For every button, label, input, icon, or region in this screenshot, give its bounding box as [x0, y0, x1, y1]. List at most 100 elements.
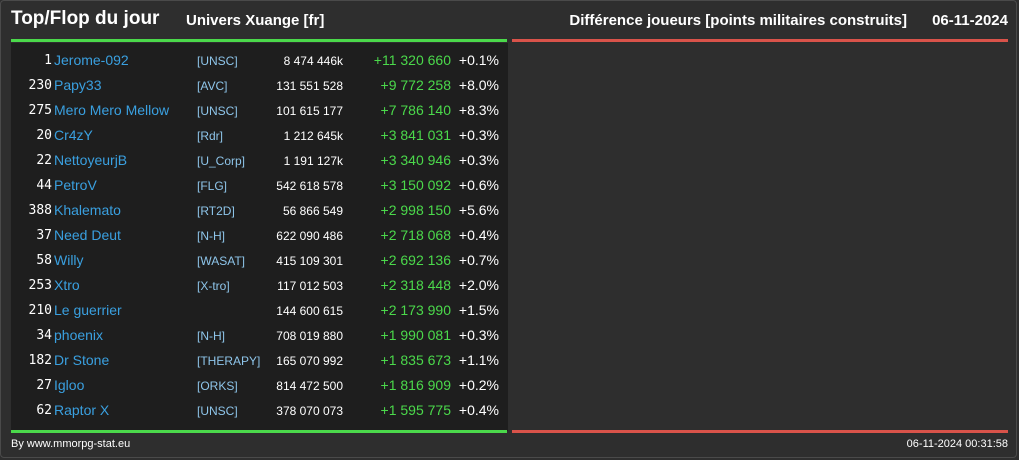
percent-change: +2.0%	[458, 277, 499, 293]
player-name-link[interactable]: Dr Stone	[54, 352, 110, 368]
player-points: 415 109 301	[276, 254, 343, 268]
report-date: 06-11-2024	[932, 12, 1008, 29]
alliance-link[interactable]: [THERAPY]	[197, 354, 261, 368]
points-delta: +1 816 909	[380, 377, 451, 393]
table-row: 1 Jerome-092 [UNSC] 8 474 446k +11 320 660 +0…	[11, 51, 508, 76]
player-rank: 20	[36, 128, 52, 143]
player-name-link[interactable]: Xtro	[54, 277, 80, 293]
points-delta: +2 718 068	[380, 227, 451, 243]
player-points: 56 866 549	[282, 204, 343, 218]
player-points: 622 090 486	[276, 229, 343, 243]
player-name-link[interactable]: PetroV	[54, 177, 97, 193]
alliance-link[interactable]: [ORKS]	[197, 379, 238, 393]
alliance-link[interactable]: [Rdr]	[197, 129, 224, 143]
player-rank: 37	[36, 228, 52, 243]
player-points: 144 600 615	[276, 304, 343, 318]
percent-change: +5.6%	[458, 202, 499, 218]
player-points: 117 012 503	[277, 279, 343, 293]
table-row: 230 Papy33 [AVC] 131 551 528 +9 772 258 +8.0%	[11, 76, 508, 101]
top-bottom-line	[11, 430, 507, 433]
table-row: 27 Igloo [ORKS] 814 472 500 +1 816 909 +0.2%	[11, 376, 508, 401]
table-row: 275 Mero Mero Mellow [UNSC] 101 615 177 +7 7…	[11, 101, 508, 126]
percent-change: +8.3%	[458, 102, 499, 118]
points-delta: +1 595 775	[380, 402, 451, 418]
player-rank: 34	[36, 328, 52, 343]
flop-bottom-line	[512, 430, 1008, 433]
player-rank: 44	[36, 178, 52, 193]
points-delta: +1 835 673	[380, 352, 451, 368]
metric-label: Différence joueurs [points militaires co…	[569, 12, 907, 29]
top-panel: 1 Jerome-092 [UNSC] 8 474 446k +11 320 660 +0…	[11, 43, 508, 431]
top-accent-line	[11, 39, 507, 42]
credit-link[interactable]: By www.mmorpg-stat.eu	[11, 438, 131, 450]
percent-change: +0.1%	[458, 52, 499, 68]
player-name-link[interactable]: Raptor X	[54, 402, 110, 418]
table-row: 44 PetroV [FLG] 542 618 578 +3 150 092 +0.6%	[11, 176, 508, 201]
player-name-link[interactable]: Le guerrier	[54, 302, 122, 318]
points-delta: +9 772 258	[380, 77, 451, 93]
alliance-link[interactable]: [UNSC]	[197, 54, 238, 68]
table-row: 253 Xtro [X-tro] 117 012 503 +2 318 448 +2.0%	[11, 276, 508, 301]
alliance-link[interactable]: [WASAT]	[197, 254, 245, 268]
alliance-link[interactable]: [N-H]	[197, 329, 225, 343]
alliance-link[interactable]: [UNSC]	[197, 104, 238, 118]
player-points: 1 191 127k	[283, 154, 343, 168]
player-points: 378 070 073	[276, 404, 343, 418]
table-row: 388 Khalemato [RT2D] 56 866 549 +2 998 150 +5…	[11, 201, 508, 226]
alliance-link[interactable]: [AVC]	[197, 79, 228, 93]
player-points: 814 472 500	[276, 379, 343, 393]
player-rank: 62	[36, 403, 52, 418]
points-delta: +3 340 946	[380, 152, 451, 168]
player-points: 1 212 645k	[283, 129, 343, 143]
alliance-link[interactable]: [N-H]	[197, 229, 225, 243]
percent-change: +1.1%	[458, 352, 499, 368]
points-delta: +2 692 136	[380, 252, 451, 268]
table-row: 210 Le guerrier 144 600 615 +2 173 990 +1.5%	[11, 301, 508, 326]
universe-link[interactable]: Univers Xuange [fr]	[186, 12, 325, 29]
percent-change: +8.0%	[458, 77, 499, 93]
player-name-link[interactable]: NettoyeurjB	[54, 152, 128, 168]
player-name-link[interactable]: Khalemato	[54, 202, 121, 218]
alliance-link[interactable]: [U_Corp]	[197, 154, 246, 168]
percent-change: +0.3%	[458, 127, 499, 143]
top-list: 1 Jerome-092 [UNSC] 8 474 446k +11 320 660 +0…	[11, 51, 508, 426]
table-row: 62 Raptor X [UNSC] 378 070 073 +1 595 775 +0.…	[11, 401, 508, 426]
percent-change: +1.5%	[458, 302, 499, 318]
player-rank: 230	[28, 78, 52, 93]
percent-change: +0.4%	[458, 402, 499, 418]
player-name-link[interactable]: Cr4zY	[54, 127, 93, 143]
page-title: Top/Flop du jour	[11, 8, 160, 29]
player-name-link[interactable]: Need Deut	[54, 227, 121, 243]
player-rank: 58	[36, 253, 52, 268]
player-rank: 253	[28, 278, 52, 293]
points-delta: +1 990 081	[380, 327, 451, 343]
player-name-link[interactable]: Papy33	[54, 77, 102, 93]
player-name-link[interactable]: Jerome-092	[54, 52, 129, 68]
player-name-link[interactable]: Mero Mero Mellow	[54, 102, 170, 118]
points-delta: +11 320 660	[373, 52, 451, 68]
player-rank: 275	[28, 103, 52, 118]
alliance-link[interactable]: [RT2D]	[197, 204, 235, 218]
flop-panel	[512, 43, 1008, 431]
percent-change: +0.6%	[458, 177, 499, 193]
player-name-link[interactable]: Willy	[54, 252, 84, 268]
alliance-link[interactable]: [X-tro]	[197, 279, 230, 293]
points-delta: +3 150 092	[380, 177, 451, 193]
table-row: 182 Dr Stone [THERAPY] 165 070 992 +1 835 67…	[11, 351, 508, 376]
player-rank: 22	[36, 153, 52, 168]
player-rank: 1	[44, 53, 52, 68]
points-delta: +3 841 031	[380, 127, 451, 143]
points-delta: +2 318 448	[380, 277, 451, 293]
player-name-link[interactable]: Igloo	[54, 377, 85, 393]
player-rank: 182	[28, 353, 52, 368]
player-points: 708 019 880	[276, 329, 343, 343]
player-points: 165 070 992	[276, 354, 343, 368]
percent-change: +0.7%	[458, 252, 499, 268]
table-row: 20 Cr4zY [Rdr] 1 212 645k +3 841 031 +0.3%	[11, 126, 508, 151]
player-name-link[interactable]: phoenix	[54, 327, 104, 343]
player-rank: 27	[36, 378, 52, 393]
generated-timestamp: 06-11-2024 00:31:58	[906, 438, 1008, 450]
alliance-link[interactable]: [UNSC]	[197, 404, 238, 418]
alliance-link[interactable]: [FLG]	[197, 179, 228, 193]
